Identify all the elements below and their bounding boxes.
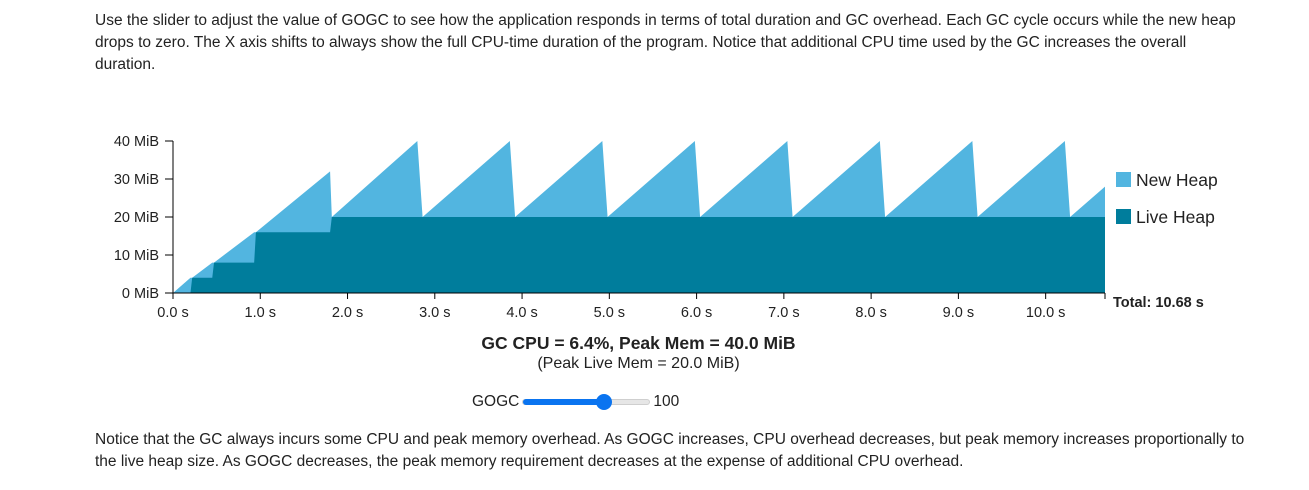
x-tick-label: 9.0 s — [943, 305, 974, 321]
heap-chart: 0 MiB 10 MiB 20 MiB 30 MiB 40 MiB Total: 10.… — [114, 134, 1218, 321]
legend: New Heap Live Heap — [1116, 170, 1218, 227]
peak-live-mem-stat: (Peak Live Mem = 20.0 MiB) — [537, 355, 740, 372]
x-axis: Total: 10.68 s 0.0 s 1.0 s 2.0 s 3.0 s 4.0 s… — [157, 292, 1204, 321]
live-heap-area — [173, 217, 1105, 293]
gogc-slider[interactable] — [522, 394, 651, 410]
x-tick-label: 1.0 s — [245, 305, 276, 321]
gogc-slider-fill — [523, 399, 604, 405]
x-tick-label: 0.0 s — [157, 305, 188, 321]
x-tick-label: 8.0 s — [855, 305, 886, 321]
total-duration-label: Total: 10.68 s — [1113, 295, 1204, 311]
y-tick-label: 10 MiB — [114, 248, 159, 264]
y-tick-label: 30 MiB — [114, 172, 159, 188]
gogc-value: 100 — [653, 393, 680, 410]
y-tick-label: 0 MiB — [122, 286, 159, 302]
legend-label-live-heap: Live Heap — [1136, 207, 1215, 227]
y-tick-label: 20 MiB — [114, 210, 159, 226]
gogc-control: GOGC 100 — [472, 391, 679, 413]
legend-label-new-heap: New Heap — [1136, 170, 1218, 190]
gogc-slider-thumb[interactable] — [596, 394, 612, 410]
legend-swatch-new-heap — [1116, 172, 1131, 187]
intro-paragraph: Use the slider to adjust the value of GO… — [95, 12, 1236, 73]
x-tick-label: 5.0 s — [594, 305, 625, 321]
gc-summary-stats: GC CPU = 6.4%, Peak Mem = 40.0 MiB — [481, 333, 796, 353]
gogc-label: GOGC — [472, 393, 520, 410]
x-tick-label: 2.0 s — [332, 305, 363, 321]
y-axis: 0 MiB 10 MiB 20 MiB 30 MiB 40 MiB — [114, 134, 174, 302]
legend-swatch-live-heap — [1116, 209, 1131, 224]
x-tick-label: 7.0 s — [768, 305, 799, 321]
x-tick-label: 6.0 s — [681, 305, 712, 321]
outro-paragraph: Notice that the GC always incurs some CP… — [95, 431, 1245, 470]
x-tick-label: 10.0 s — [1026, 305, 1066, 321]
x-tick-label: 3.0 s — [419, 305, 450, 321]
y-tick-label: 40 MiB — [114, 134, 159, 150]
x-tick-label: 4.0 s — [506, 305, 537, 321]
